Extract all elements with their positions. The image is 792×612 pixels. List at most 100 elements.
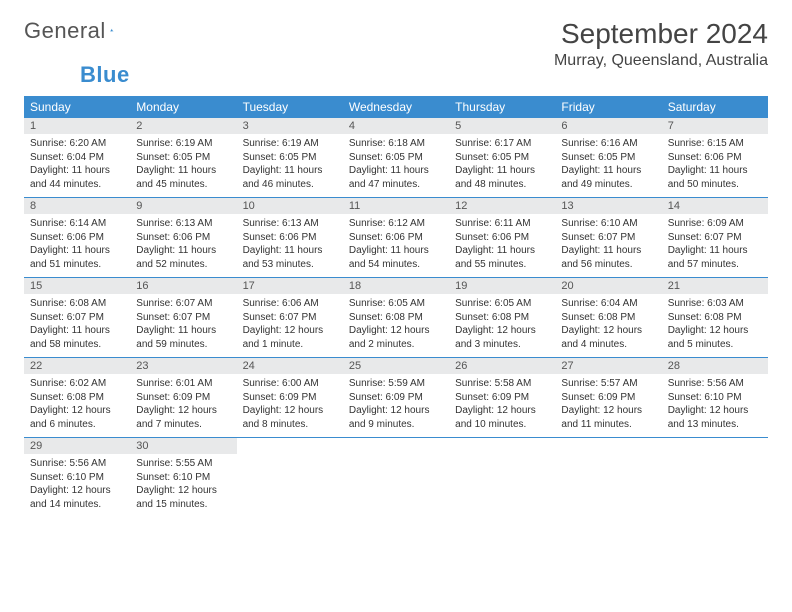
sunrise-text: Sunrise: 6:02 AM (30, 377, 124, 391)
calendar-week-row: 8Sunrise: 6:14 AMSunset: 6:06 PMDaylight… (24, 198, 768, 278)
daylight-text: Daylight: 12 hours and 6 minutes. (30, 404, 124, 431)
sunrise-text: Sunrise: 6:17 AM (455, 137, 549, 151)
day-details: Sunrise: 6:10 AMSunset: 6:07 PMDaylight:… (555, 214, 661, 277)
daylight-text: Daylight: 11 hours and 54 minutes. (349, 244, 443, 271)
calendar-day-cell: .. (662, 438, 768, 517)
day-details: Sunrise: 6:19 AMSunset: 6:05 PMDaylight:… (130, 134, 236, 197)
sunrise-text: Sunrise: 6:16 AM (561, 137, 655, 151)
day-number: 12 (449, 198, 555, 214)
sunset-text: Sunset: 6:05 PM (561, 151, 655, 165)
day-number: 14 (662, 198, 768, 214)
daylight-text: Daylight: 12 hours and 4 minutes. (561, 324, 655, 351)
sunrise-text: Sunrise: 6:01 AM (136, 377, 230, 391)
day-number: 19 (449, 278, 555, 294)
logo-text-blue: Blue (80, 62, 130, 88)
day-details: Sunrise: 6:09 AMSunset: 6:07 PMDaylight:… (662, 214, 768, 277)
day-details: Sunrise: 6:07 AMSunset: 6:07 PMDaylight:… (130, 294, 236, 357)
calendar-day-cell: 19Sunrise: 6:05 AMSunset: 6:08 PMDayligh… (449, 278, 555, 357)
day-number: 16 (130, 278, 236, 294)
weekday-header: Tuesday (237, 96, 343, 118)
month-title: September 2024 (554, 18, 768, 50)
sunrise-text: Sunrise: 6:03 AM (668, 297, 762, 311)
logo: General (24, 18, 132, 44)
sunrise-text: Sunrise: 6:00 AM (243, 377, 337, 391)
daylight-text: Daylight: 12 hours and 11 minutes. (561, 404, 655, 431)
calendar-day-cell: 5Sunrise: 6:17 AMSunset: 6:05 PMDaylight… (449, 118, 555, 197)
day-number: 5 (449, 118, 555, 134)
day-number: 15 (24, 278, 130, 294)
weekday-header: Thursday (449, 96, 555, 118)
day-details: Sunrise: 6:13 AMSunset: 6:06 PMDaylight:… (130, 214, 236, 277)
sunset-text: Sunset: 6:06 PM (30, 231, 124, 245)
sunrise-text: Sunrise: 6:04 AM (561, 297, 655, 311)
sunrise-text: Sunrise: 6:11 AM (455, 217, 549, 231)
calendar-day-cell: 7Sunrise: 6:15 AMSunset: 6:06 PMDaylight… (662, 118, 768, 197)
calendar-day-cell: .. (343, 438, 449, 517)
calendar-day-cell: 22Sunrise: 6:02 AMSunset: 6:08 PMDayligh… (24, 358, 130, 437)
day-number: 20 (555, 278, 661, 294)
day-details: Sunrise: 6:12 AMSunset: 6:06 PMDaylight:… (343, 214, 449, 277)
daylight-text: Daylight: 11 hours and 57 minutes. (668, 244, 762, 271)
day-number: 6 (555, 118, 661, 134)
sunset-text: Sunset: 6:07 PM (243, 311, 337, 325)
calendar-day-cell: 12Sunrise: 6:11 AMSunset: 6:06 PMDayligh… (449, 198, 555, 277)
weekday-header-row: Sunday Monday Tuesday Wednesday Thursday… (24, 96, 768, 118)
calendar-day-cell: 28Sunrise: 5:56 AMSunset: 6:10 PMDayligh… (662, 358, 768, 437)
daylight-text: Daylight: 12 hours and 10 minutes. (455, 404, 549, 431)
day-number: 22 (24, 358, 130, 374)
day-details: Sunrise: 6:01 AMSunset: 6:09 PMDaylight:… (130, 374, 236, 437)
sunrise-text: Sunrise: 6:05 AM (455, 297, 549, 311)
daylight-text: Daylight: 11 hours and 46 minutes. (243, 164, 337, 191)
day-number: 26 (449, 358, 555, 374)
calendar-day-cell: .. (449, 438, 555, 517)
day-number: 8 (24, 198, 130, 214)
logo-text-general: General (24, 18, 106, 44)
calendar-week-row: 29Sunrise: 5:56 AMSunset: 6:10 PMDayligh… (24, 438, 768, 517)
sunset-text: Sunset: 6:10 PM (136, 471, 230, 485)
day-details: Sunrise: 6:18 AMSunset: 6:05 PMDaylight:… (343, 134, 449, 197)
day-details: Sunrise: 5:58 AMSunset: 6:09 PMDaylight:… (449, 374, 555, 437)
day-details: Sunrise: 6:19 AMSunset: 6:05 PMDaylight:… (237, 134, 343, 197)
day-details: Sunrise: 6:13 AMSunset: 6:06 PMDaylight:… (237, 214, 343, 277)
calendar-day-cell: 26Sunrise: 5:58 AMSunset: 6:09 PMDayligh… (449, 358, 555, 437)
daylight-text: Daylight: 12 hours and 13 minutes. (668, 404, 762, 431)
daylight-text: Daylight: 12 hours and 8 minutes. (243, 404, 337, 431)
daylight-text: Daylight: 11 hours and 56 minutes. (561, 244, 655, 271)
day-details: Sunrise: 6:05 AMSunset: 6:08 PMDaylight:… (343, 294, 449, 357)
calendar: Sunday Monday Tuesday Wednesday Thursday… (24, 96, 768, 517)
day-details: Sunrise: 5:56 AMSunset: 6:10 PMDaylight:… (662, 374, 768, 437)
sunset-text: Sunset: 6:04 PM (30, 151, 124, 165)
daylight-text: Daylight: 11 hours and 49 minutes. (561, 164, 655, 191)
sunset-text: Sunset: 6:09 PM (455, 391, 549, 405)
calendar-day-cell: 24Sunrise: 6:00 AMSunset: 6:09 PMDayligh… (237, 358, 343, 437)
sail-icon (110, 21, 114, 39)
daylight-text: Daylight: 11 hours and 53 minutes. (243, 244, 337, 271)
daylight-text: Daylight: 12 hours and 7 minutes. (136, 404, 230, 431)
sunrise-text: Sunrise: 6:10 AM (561, 217, 655, 231)
sunrise-text: Sunrise: 5:56 AM (30, 457, 124, 471)
sunrise-text: Sunrise: 6:13 AM (243, 217, 337, 231)
sunrise-text: Sunrise: 6:19 AM (243, 137, 337, 151)
sunrise-text: Sunrise: 5:56 AM (668, 377, 762, 391)
calendar-day-cell: 18Sunrise: 6:05 AMSunset: 6:08 PMDayligh… (343, 278, 449, 357)
sunset-text: Sunset: 6:06 PM (136, 231, 230, 245)
daylight-text: Daylight: 11 hours and 44 minutes. (30, 164, 124, 191)
daylight-text: Daylight: 11 hours and 51 minutes. (30, 244, 124, 271)
day-number: 18 (343, 278, 449, 294)
sunset-text: Sunset: 6:06 PM (349, 231, 443, 245)
sunrise-text: Sunrise: 6:20 AM (30, 137, 124, 151)
sunset-text: Sunset: 6:08 PM (668, 311, 762, 325)
sunset-text: Sunset: 6:08 PM (349, 311, 443, 325)
day-details: Sunrise: 6:06 AMSunset: 6:07 PMDaylight:… (237, 294, 343, 357)
daylight-text: Daylight: 12 hours and 5 minutes. (668, 324, 762, 351)
location-subtitle: Murray, Queensland, Australia (554, 52, 768, 70)
sunset-text: Sunset: 6:06 PM (668, 151, 762, 165)
sunset-text: Sunset: 6:05 PM (455, 151, 549, 165)
sunset-text: Sunset: 6:09 PM (349, 391, 443, 405)
calendar-day-cell: 9Sunrise: 6:13 AMSunset: 6:06 PMDaylight… (130, 198, 236, 277)
daylight-text: Daylight: 11 hours and 50 minutes. (668, 164, 762, 191)
day-number: 29 (24, 438, 130, 454)
calendar-week-row: 15Sunrise: 6:08 AMSunset: 6:07 PMDayligh… (24, 278, 768, 358)
calendar-day-cell: 3Sunrise: 6:19 AMSunset: 6:05 PMDaylight… (237, 118, 343, 197)
day-details: Sunrise: 5:56 AMSunset: 6:10 PMDaylight:… (24, 454, 130, 517)
